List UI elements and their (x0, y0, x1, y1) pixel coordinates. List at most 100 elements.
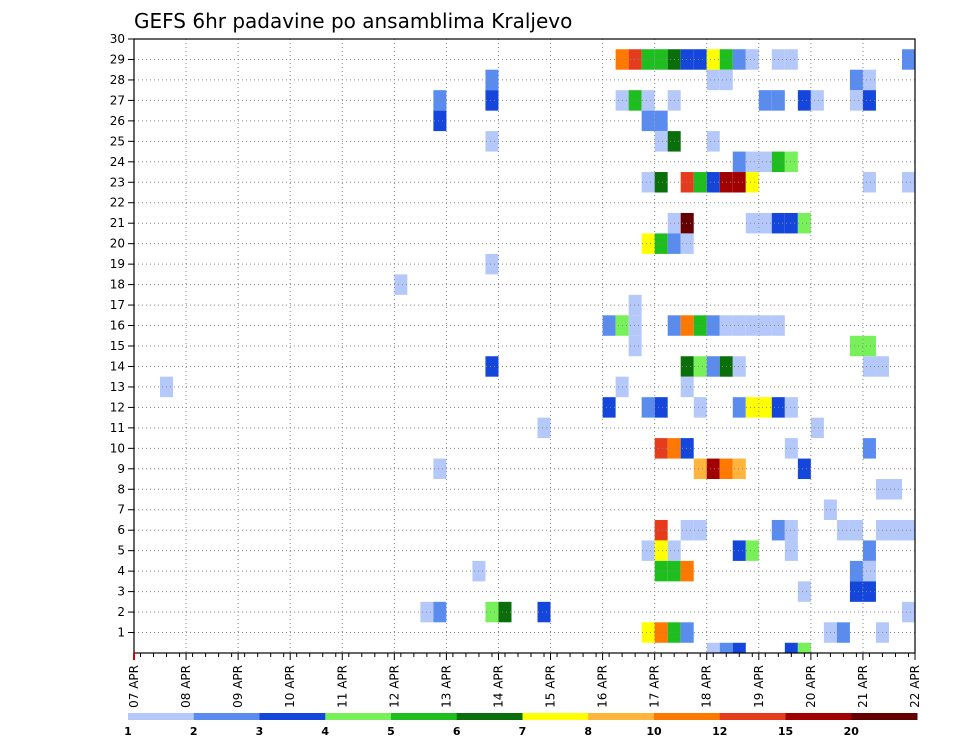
heatmap-cell (732, 172, 746, 193)
x-tick-label: 08 APR (179, 665, 193, 708)
heatmap-cell (849, 69, 863, 91)
heatmap-cell (654, 131, 668, 152)
heatmap-cell (745, 212, 759, 234)
heatmap-cell (732, 49, 746, 70)
heatmap-cell (433, 110, 447, 132)
legend-label: 2 (190, 725, 198, 738)
heatmap-cell (784, 438, 798, 459)
heatmap-cell (485, 131, 499, 152)
x-tick-label: 18 APR (700, 665, 714, 708)
heatmap-cell (693, 458, 707, 480)
heatmap-cell (706, 49, 720, 70)
y-tick-label: 22 (110, 196, 125, 210)
heatmap-cell (680, 376, 694, 398)
heatmap-cell (719, 642, 733, 653)
x-tick-label: 14 APR (491, 665, 505, 708)
heatmap-cell (849, 335, 863, 357)
heatmap-cell (797, 458, 811, 480)
y-tick-label: 30 (110, 32, 125, 46)
heatmap-cell (758, 151, 772, 173)
heatmap-cell (680, 212, 694, 234)
legend-swatch (128, 713, 195, 720)
legend-label: 1 (124, 725, 132, 738)
heatmap-cell (784, 519, 798, 541)
legend-swatch (851, 713, 918, 720)
heatmap-cell (628, 294, 642, 316)
legend-swatch (259, 713, 326, 720)
heatmap-cell (654, 519, 668, 541)
heatmap-cell (706, 356, 720, 377)
chart-title: GEFS 6hr padavine po ansamblima Kraljevo (134, 9, 572, 33)
heatmap-cell (693, 172, 707, 193)
heatmap-cell (901, 519, 915, 541)
legend-swatch (522, 713, 589, 720)
heatmap-cell (862, 540, 876, 561)
legend-label: 7 (519, 725, 527, 738)
heatmap-cell (654, 172, 668, 193)
heatmap-cell (485, 69, 499, 91)
y-tick-label: 21 (110, 216, 125, 230)
legend-label: 20 (844, 725, 860, 738)
heatmap-cell (862, 172, 876, 193)
heatmap-cell (797, 212, 811, 234)
heatmap-cell (537, 417, 551, 439)
heatmap-cell (888, 519, 902, 541)
y-tick-label: 10 (110, 441, 125, 455)
x-tick-label: 12 APR (387, 665, 401, 708)
legend-label: 5 (387, 725, 395, 738)
legend-swatch (193, 713, 260, 720)
heatmap-cell (732, 540, 746, 561)
heatmap-cell (810, 90, 824, 111)
heatmap-cell (433, 601, 447, 623)
heatmap-cell (628, 315, 642, 336)
heatmap-cell (654, 438, 668, 459)
heatmap-cell (706, 69, 720, 91)
y-tick-label: 25 (110, 134, 125, 148)
heatmap-cells (160, 49, 915, 653)
legend-swatch (719, 713, 786, 720)
legend-swatch (785, 713, 852, 720)
heatmap-cell (628, 335, 642, 357)
heatmap-cell (680, 49, 694, 70)
heatmap-cell (654, 397, 668, 418)
heatmap-cell (628, 49, 642, 70)
heatmap-cell (706, 172, 720, 193)
heatmap-cell (693, 519, 707, 541)
heatmap-cell (901, 172, 915, 193)
y-tick-label: 8 (117, 482, 125, 496)
legend-label: 10 (646, 725, 662, 738)
y-tick-label: 2 (117, 605, 125, 619)
x-tick-label: 19 APR (752, 665, 766, 708)
heatmap-cell (888, 479, 902, 500)
heatmap-cell (732, 315, 746, 336)
heatmap-cell (602, 315, 616, 336)
y-tick-label: 6 (117, 523, 125, 537)
heatmap-cell (693, 356, 707, 377)
heatmap-cell (394, 274, 408, 295)
heatmap-cell (680, 172, 694, 193)
heatmap-cell (862, 438, 876, 459)
heatmap-cell (641, 172, 655, 193)
y-tick-label: 29 (110, 52, 125, 66)
legend-label: 8 (584, 725, 592, 738)
heatmap-cell (706, 642, 720, 653)
y-axis: 1234567891011121314151617181920212223242… (110, 32, 134, 640)
heatmap-cell (680, 438, 694, 459)
heatmap-cell (641, 90, 655, 111)
y-tick-label: 27 (110, 93, 125, 107)
heatmap-cell (654, 49, 668, 70)
heatmap-cell (680, 560, 694, 582)
heatmap-cell (758, 90, 772, 111)
heatmap-cell (862, 90, 876, 111)
x-tick-label: 20 APR (804, 665, 818, 708)
heatmap-cell (433, 90, 447, 111)
heatmap-cell (485, 253, 499, 275)
heatmap-cell (680, 315, 694, 336)
heatmap-cell (537, 601, 551, 623)
x-tick-label: 15 APR (544, 665, 558, 708)
legend: 1 2 3 4 5 6 7 8 10 12 15 20 (124, 713, 918, 738)
heatmap-cell (680, 356, 694, 377)
y-tick-label: 17 (110, 298, 125, 312)
heatmap-cell (745, 540, 759, 561)
